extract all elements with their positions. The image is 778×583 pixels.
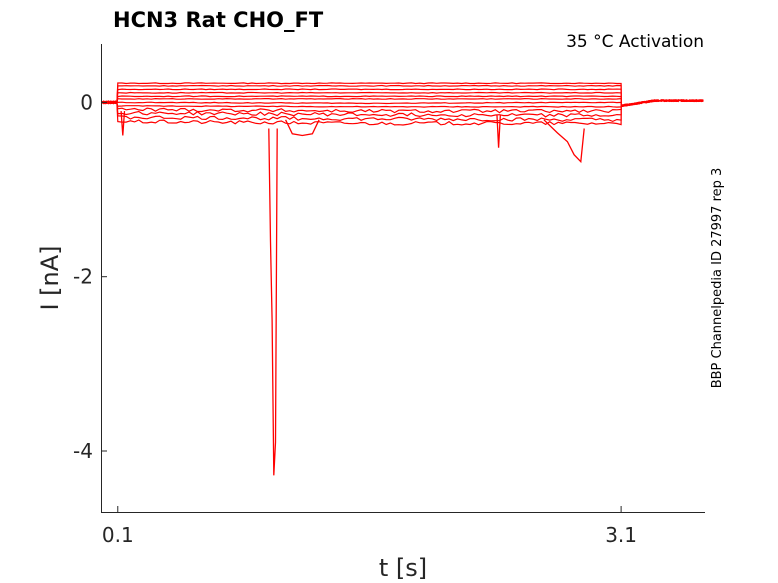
event-trace [496, 115, 501, 148]
y-axis-label: I [nA] [36, 245, 64, 310]
series-line [101, 99, 704, 107]
event-trace [543, 119, 585, 164]
event-trace [120, 111, 126, 136]
series-line [101, 95, 704, 108]
series-line [101, 88, 704, 108]
side-label: BBP Channelpedia ID 27997 rep 3 [710, 168, 725, 389]
chart-annotation: 35 °C Activation [566, 32, 704, 52]
x-tick-label: 0.1 [102, 523, 134, 547]
x-tick-label: 3.1 [605, 523, 637, 547]
y-tick-label: -4 [73, 439, 93, 463]
x-axis-label: t [s] [379, 554, 427, 582]
plot-area [101, 82, 704, 476]
event-layer [120, 111, 585, 476]
x-ticks: 0.1 3.1 [102, 506, 637, 547]
event-trace [285, 119, 320, 137]
chart-title: HCN3 Rat CHO_FT [113, 8, 324, 32]
event-trace [268, 128, 278, 476]
y-tick-label: -2 [73, 265, 93, 289]
y-ticks: 0 -2 -4 [73, 90, 107, 463]
series-line [101, 99, 704, 123]
y-tick-label: 0 [80, 90, 93, 114]
series-layer [101, 82, 704, 126]
series-line [101, 99, 704, 126]
